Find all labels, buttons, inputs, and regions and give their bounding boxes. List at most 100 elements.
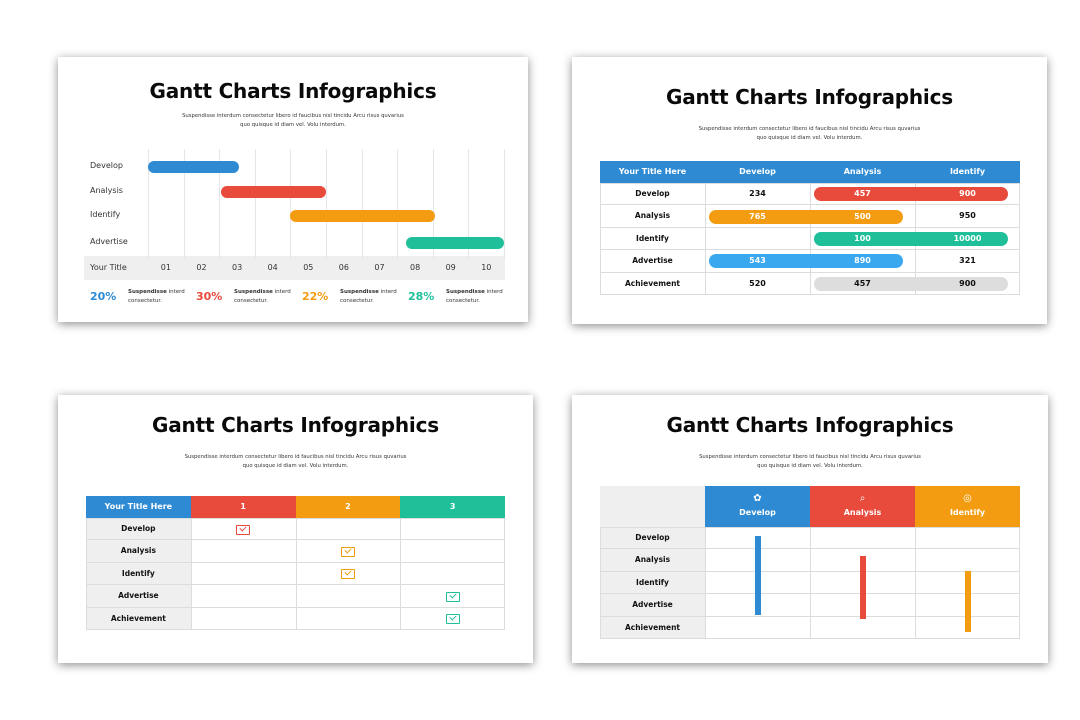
check-cell xyxy=(191,518,296,540)
cell-divider xyxy=(915,527,916,550)
header-cell: 1 xyxy=(190,496,296,518)
cell-divider xyxy=(190,562,192,586)
subtitle-line-2: quo quisque id diam vel. Volu interdum. xyxy=(757,463,863,469)
checkmark-icon xyxy=(340,546,355,557)
table-row: Advertise xyxy=(86,585,505,608)
subtitle-line-1: Suspendisse interdum consectetur libero … xyxy=(699,454,921,460)
cell-divider xyxy=(190,518,192,541)
cell-value: 950 xyxy=(959,211,976,221)
value-pill: 765 500 xyxy=(709,209,903,224)
gear-icon: ✿ xyxy=(753,493,762,504)
cell-divider xyxy=(915,549,916,572)
slide-title: Gantt Charts Infographics xyxy=(666,413,954,437)
stat-percent: 30% xyxy=(196,290,223,303)
header-cell: ⌕ Analysis xyxy=(810,486,915,527)
row-label: Achievement xyxy=(110,613,166,623)
axis-tick: 08 xyxy=(410,263,421,272)
header-cell: ✿ Develop xyxy=(705,486,810,527)
grid-line xyxy=(290,149,291,259)
row-label-cell xyxy=(86,607,191,629)
stat-desc-rest: interd xyxy=(166,289,185,295)
axis-tick: 04 xyxy=(267,263,278,272)
gantt-bar xyxy=(148,161,239,173)
cell-divider xyxy=(705,272,706,295)
value-pill: 457 900 xyxy=(814,276,1008,291)
table-row: Develop xyxy=(86,518,505,541)
pill-value: 900 xyxy=(959,189,976,199)
stat-percent: 22% xyxy=(302,290,329,303)
header-label: Develop xyxy=(739,508,776,517)
stat-desc-line2: consectetur. xyxy=(340,298,374,304)
subtitle-line-2: quo quisque id diam vel. Volu interdum. xyxy=(756,135,863,141)
slide-subtitle: Suspendisse interdum consectetur libero … xyxy=(148,112,438,130)
gantt-bar xyxy=(220,186,326,198)
check-cell xyxy=(400,585,505,607)
header-label: Analysis xyxy=(843,508,882,517)
row-label: Achievement xyxy=(624,278,681,288)
slide-title: Gantt Charts Infographics xyxy=(152,413,439,437)
row-label-cell xyxy=(600,549,705,571)
header-cell: Your Title Here xyxy=(86,496,191,518)
cell-divider xyxy=(705,571,706,595)
header-cell: ◎ Identify xyxy=(915,486,1020,527)
stat-desc-line: Suspendisse interd xyxy=(128,288,188,297)
slide-title: Gantt Charts Infographics xyxy=(149,79,437,103)
slide-gantt-vertical: Gantt Charts Infographics Suspendisse in… xyxy=(572,395,1048,663)
axis-tick: 05 xyxy=(303,263,314,272)
slide-gantt-timeline: Gantt Charts Infographics Suspendisse in… xyxy=(58,57,528,322)
cell-divider xyxy=(295,585,297,608)
header-cell: 2 xyxy=(295,496,401,518)
header-blank xyxy=(600,486,705,527)
axis-tick: 02 xyxy=(196,263,207,272)
cell-divider xyxy=(190,607,192,630)
row-label-cell xyxy=(600,616,705,638)
subtitle-line-1: Suspendisse interdum consectetur libero … xyxy=(698,126,921,132)
stat-desc-rest: interd xyxy=(272,289,291,295)
cell-value: 520 xyxy=(749,278,766,288)
cell-divider xyxy=(705,250,706,273)
cell-divider xyxy=(400,607,402,630)
stat-percent: 28% xyxy=(408,290,435,303)
row-label: Identify xyxy=(90,210,121,219)
grid-line xyxy=(504,149,505,259)
stat-desc-bold: Suspendisse xyxy=(128,289,167,295)
cell-divider xyxy=(810,616,811,639)
checklist-table: Your Title Here 1 2 3 Develop Analysis Identif… xyxy=(86,496,505,630)
pill-value: 500 xyxy=(854,211,871,221)
cell-divider xyxy=(915,205,916,228)
check-cell xyxy=(296,563,401,585)
row-label: Identify xyxy=(121,568,155,578)
table-row: Identify xyxy=(600,571,1020,595)
checkmark-icon xyxy=(340,569,355,580)
pill-value: 100 xyxy=(854,233,871,243)
cell-divider xyxy=(190,585,192,608)
cell-divider xyxy=(400,585,402,608)
stat-desc-rest: interd xyxy=(378,289,397,295)
stat-desc-bold: Suspendisse xyxy=(446,289,485,295)
axis-tick: 03 xyxy=(232,263,243,272)
row-label: Analysis xyxy=(90,186,123,195)
subtitle-line-2: quo quisque id diam vel. Volu interdum. xyxy=(242,463,349,469)
cell-divider xyxy=(400,562,402,586)
cell-divider xyxy=(915,250,916,273)
cell-divider xyxy=(190,540,192,563)
vertical-gantt-bar xyxy=(754,535,761,616)
grid-line xyxy=(255,149,256,259)
row-label: Develop xyxy=(635,189,670,198)
axis-tick: 10 xyxy=(481,263,492,272)
table-row: Develop xyxy=(600,527,1020,550)
row-label: Identify xyxy=(636,233,669,243)
row-label: Identify xyxy=(636,577,669,587)
cell-divider xyxy=(915,616,916,639)
grid-line xyxy=(219,149,220,259)
cell-divider xyxy=(705,227,706,251)
cell-divider xyxy=(400,540,402,563)
header-cell: 3 xyxy=(400,496,505,518)
checkmark-icon xyxy=(236,524,251,535)
pill-value: 457 xyxy=(854,189,871,199)
cell-divider xyxy=(705,549,706,572)
stat-desc-line2: consectetur. xyxy=(446,298,480,304)
checkmark-icon xyxy=(445,614,460,625)
value-pill: 457 900 xyxy=(814,187,1008,202)
axis-tick: 09 xyxy=(445,263,456,272)
